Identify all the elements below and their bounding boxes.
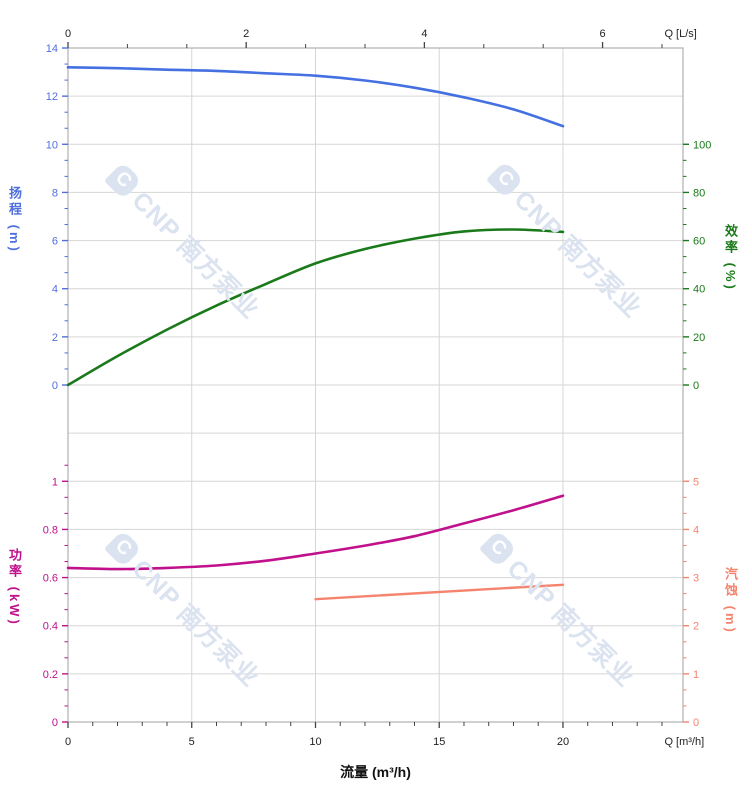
x-top-tick-label: 6	[600, 28, 606, 40]
efficiency-tick-label: 40	[693, 284, 705, 296]
npsh-tick-label: 0	[693, 717, 699, 729]
head-curve	[66, 66, 565, 128]
power-tick-label: 0.4	[43, 621, 58, 633]
x-bottom-tick-label: 20	[557, 736, 569, 748]
x-bottom-tick-label: 5	[189, 736, 195, 748]
x-top-tick-label: 4	[421, 28, 427, 40]
head-tick-label: 12	[46, 91, 58, 103]
efficiency-tick-label: 100	[693, 139, 711, 151]
x-bottom-tick-label: 0	[65, 736, 71, 748]
head-tick-label: 10	[46, 139, 58, 151]
flow-axis-title: 流量 (m³/h)	[340, 764, 411, 780]
power-tick-label: 0.8	[43, 524, 58, 536]
efficiency-tick-label: 60	[693, 236, 705, 248]
power-tick-label: 0.6	[43, 573, 58, 585]
efficiency-curve	[66, 228, 565, 387]
power-tick-label: 1	[52, 476, 58, 488]
head-tick-label: 2	[52, 332, 58, 344]
head-tick-label: 4	[52, 284, 58, 296]
head-tick-label: 0	[52, 380, 58, 392]
head-tick-label: 8	[52, 187, 58, 199]
x-bottom-tick-label: 10	[309, 736, 321, 748]
x-top-unit-label: Q [L/s]	[664, 28, 696, 40]
x-bottom-unit-label: Q [m³/h]	[664, 736, 704, 748]
npsh-tick-label: 2	[693, 621, 699, 633]
head-axis-title: 扬程 (m)	[7, 186, 22, 254]
efficiency-axis-title: 效率 (%)	[723, 224, 738, 292]
power-tick-label: 0.2	[43, 669, 58, 681]
npsh-tick-label: 4	[693, 524, 699, 536]
head-tick-label: 14	[46, 43, 58, 55]
x-top-tick-label: 0	[65, 28, 71, 40]
power-axis-title: 功率 (kW)	[7, 548, 22, 627]
efficiency-tick-label: 20	[693, 332, 705, 344]
npsh-curve	[314, 583, 565, 601]
power-curve	[66, 494, 565, 571]
efficiency-tick-label: 80	[693, 187, 705, 199]
power-tick-label: 0	[52, 717, 58, 729]
npsh-axis-title: 汽蚀 (m)	[723, 567, 738, 635]
x-bottom-tick-label: 15	[433, 736, 445, 748]
npsh-tick-label: 3	[693, 573, 699, 585]
npsh-tick-label: 1	[693, 669, 699, 681]
head-tick-label: 6	[52, 236, 58, 248]
x-top-tick-label: 2	[243, 28, 249, 40]
efficiency-tick-label: 0	[693, 380, 699, 392]
npsh-tick-label: 5	[693, 476, 699, 488]
